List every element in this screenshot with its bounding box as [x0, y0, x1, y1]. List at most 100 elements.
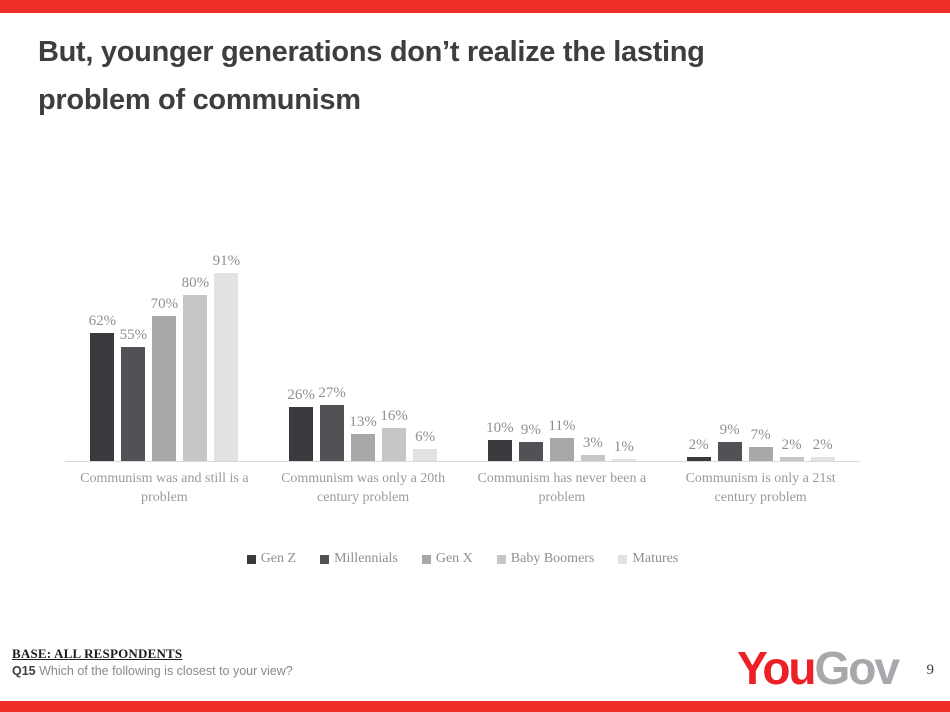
category-label: Communism has never been a problem	[477, 471, 647, 505]
bar-with-label: 6%	[413, 429, 438, 461]
bar	[748, 447, 773, 461]
bar	[289, 407, 314, 461]
category-label: Communism was only a 20th century proble…	[281, 471, 446, 505]
legend-item: Millennials	[320, 551, 398, 567]
bar-with-label: 27%	[318, 385, 346, 461]
bar-with-label: 70%	[150, 296, 179, 461]
page-number: 9	[926, 662, 935, 678]
bar	[152, 316, 177, 461]
bar	[413, 449, 438, 461]
base-respondents-label: BASE: ALL RESPONDENTS	[12, 646, 183, 661]
footer: BASE: ALL RESPONDENTS Q15 Which of the f…	[12, 646, 293, 678]
bar	[214, 273, 239, 461]
bar	[518, 442, 543, 461]
question-line: Q15 Which of the following is closest to…	[12, 664, 293, 678]
legend-label: Baby Boomers	[510, 551, 595, 566]
legend-label: Millennials	[334, 551, 398, 566]
bar-chart: 62% 55% 70% 80% 91% 26% 27% 13% 16% 6% 10% 9% 11% 3% 1…	[65, 247, 860, 507]
legend-label: Matures	[632, 551, 679, 566]
bar	[580, 455, 605, 461]
bar-value-label: 3%	[582, 435, 603, 451]
bar	[351, 434, 376, 461]
legend-item: Matures	[618, 551, 678, 567]
category-label: Communism was and still is a problem	[80, 471, 249, 505]
bar-value-label: 2%	[688, 437, 709, 453]
bar-value-label: 80%	[181, 275, 210, 291]
bar-value-label: 62%	[88, 313, 117, 329]
yougov-logo: YouGov	[737, 642, 900, 694]
question-id: Q15	[12, 664, 36, 678]
question-text: Which of the following is closest to you…	[39, 664, 293, 678]
legend-swatch-icon	[320, 554, 330, 564]
legend-swatch-icon	[618, 554, 628, 564]
bar-value-label: 2%	[781, 437, 802, 453]
bar-with-label: 10%	[486, 420, 514, 461]
legend-label: Gen Z	[260, 551, 297, 566]
bar-with-label: 3%	[580, 435, 605, 461]
bar	[121, 347, 146, 461]
bar-with-label: 2%	[686, 437, 711, 461]
bar	[611, 459, 636, 461]
bar-group: 62% 55% 70% 80% 91%	[65, 247, 264, 461]
bar	[810, 457, 835, 461]
bar	[549, 438, 574, 461]
bar	[320, 405, 345, 461]
chart-legend: Gen Z Millennials Gen X Baby Boomers Matures	[65, 551, 860, 567]
bar-value-label: 13%	[349, 414, 377, 430]
slide-title-line2: problem of communism	[38, 84, 361, 116]
bar-group: 26% 27% 13% 16% 6%	[264, 247, 463, 461]
legend-item: Gen X	[421, 551, 473, 567]
bar-with-label: 9%	[717, 422, 742, 461]
category-label: Communism is only a 21st century problem	[685, 471, 836, 505]
bar-value-label: 26%	[287, 387, 315, 403]
chart-category-axis: Communism was and still is a problem Comm…	[65, 462, 860, 507]
legend-swatch-icon	[421, 554, 431, 564]
bar	[382, 428, 407, 461]
bar-value-label: 9%	[719, 422, 740, 438]
yougov-logo-you: You	[737, 642, 816, 694]
bar-with-label: 91%	[212, 253, 241, 461]
bar-value-label: 27%	[318, 385, 346, 401]
bar-with-label: 80%	[181, 275, 210, 461]
bar-with-label: 2%	[810, 437, 835, 461]
bar-value-label: 11%	[548, 418, 576, 434]
bar-value-label: 9%	[520, 422, 541, 438]
bar-group: 10% 9% 11% 3% 1%	[463, 247, 662, 461]
bar-with-label: 55%	[119, 327, 148, 461]
bar-value-label: 1%	[613, 439, 634, 455]
slide-title-line1: But, younger generations don’t realize t…	[38, 36, 705, 68]
legend-label: Gen X	[435, 551, 473, 566]
chart-plot-area: 62% 55% 70% 80% 91% 26% 27% 13% 16% 6% 10% 9% 11% 3% 1…	[65, 247, 860, 462]
bar-with-label: 13%	[349, 414, 377, 461]
legend-swatch-icon	[496, 554, 506, 564]
bar-value-label: 16%	[380, 408, 408, 424]
legend-item: Gen Z	[246, 551, 297, 567]
legend-swatch-icon	[246, 554, 256, 564]
bar	[487, 440, 512, 461]
bar-with-label: 16%	[380, 408, 408, 461]
top-accent-bar	[0, 0, 950, 13]
bar-value-label: 7%	[750, 427, 771, 443]
yougov-logo-gov: Gov	[814, 642, 900, 694]
bar	[686, 457, 711, 461]
bar	[183, 295, 208, 461]
bar-value-label: 10%	[486, 420, 514, 436]
bar-value-label: 6%	[415, 429, 436, 445]
bar-value-label: 55%	[119, 327, 148, 343]
bar-with-label: 9%	[518, 422, 543, 461]
bar-value-label: 2%	[812, 437, 833, 453]
bar	[717, 442, 742, 461]
bar-with-label: 62%	[88, 313, 117, 461]
bar	[779, 457, 804, 461]
legend-item: Baby Boomers	[496, 551, 595, 567]
bar-value-label: 91%	[212, 253, 241, 269]
slide-title: But, younger generations don’t realize t…	[38, 28, 888, 124]
bar-with-label: 2%	[779, 437, 804, 461]
bar-group: 2% 9% 7% 2% 2%	[661, 247, 860, 461]
bar	[90, 333, 115, 461]
bar-value-label: 70%	[150, 296, 179, 312]
bar-with-label: 1%	[611, 439, 636, 461]
bottom-accent-bar	[0, 701, 950, 712]
bar-with-label: 26%	[287, 387, 315, 461]
